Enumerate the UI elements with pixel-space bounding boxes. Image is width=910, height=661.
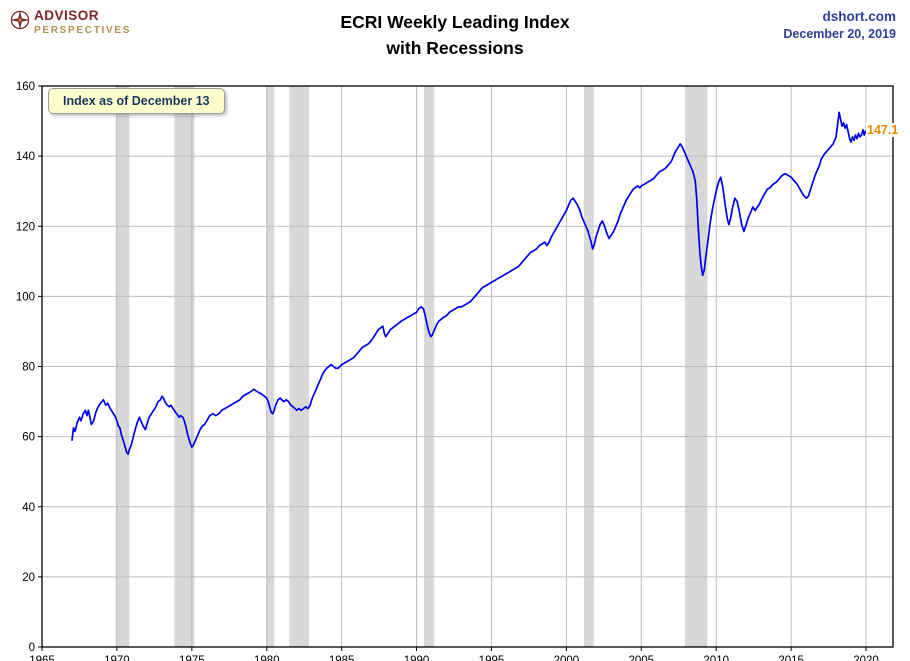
x-tick-label: 1965	[29, 655, 55, 661]
x-tick-label: 1975	[179, 655, 205, 661]
x-tick-label: 2010	[703, 655, 729, 661]
chart-area: 1965 1970 1975 1980 1985 1990 1995 2000 2005 2010…	[0, 78, 910, 661]
x-tick-label: 2000	[554, 655, 580, 661]
logo-advisor: ADVISOR	[34, 8, 100, 23]
last-value-label: 147.1	[866, 123, 900, 137]
y-tick-label: 80	[22, 362, 35, 374]
x-tick-label: 1980	[254, 655, 280, 661]
as-of-callout: Index as of December 13	[48, 88, 225, 114]
chart-title-line1: ECRI Weekly Leading Index	[340, 12, 570, 32]
y-tick-label: 120	[16, 221, 35, 233]
compass-icon	[10, 10, 30, 30]
x-tick-label: 1990	[404, 655, 430, 661]
y-tick-label: 40	[22, 502, 35, 514]
y-tick-label: 20	[22, 572, 35, 584]
source-block: dshort.com December 20, 2019	[783, 8, 896, 43]
y-tick-label: 160	[16, 81, 35, 93]
x-tick-label: 1970	[104, 655, 130, 661]
x-tick-label: 2005	[628, 655, 654, 661]
x-tick-label: 1995	[479, 655, 505, 661]
x-tick-label: 1985	[329, 655, 355, 661]
x-tick-label: 2015	[778, 655, 804, 661]
y-tick-label: 60	[22, 432, 35, 444]
y-tick-label: 100	[16, 291, 35, 303]
advisor-perspectives-logo: ADVISOR PERSPECTIVES	[10, 9, 131, 36]
source-date: December 20, 2019	[783, 27, 896, 42]
logo-text: ADVISOR PERSPECTIVES	[34, 9, 131, 36]
y-tick-label: 0	[29, 642, 35, 654]
y-tick-label: 140	[16, 151, 35, 163]
logo-perspectives: PERSPECTIVES	[34, 24, 132, 36]
chart-title-line2: with Recessions	[386, 38, 524, 59]
source-link[interactable]: dshort.com	[822, 9, 896, 24]
x-tick-label: 2020	[853, 655, 879, 661]
chart-title: ECRI Weekly Leading Index with Recession…	[0, 9, 910, 62]
chart-svg: 1965 1970 1975 1980 1985 1990 1995 2000 2005 2010…	[16, 81, 894, 661]
index-line	[71, 111, 867, 456]
